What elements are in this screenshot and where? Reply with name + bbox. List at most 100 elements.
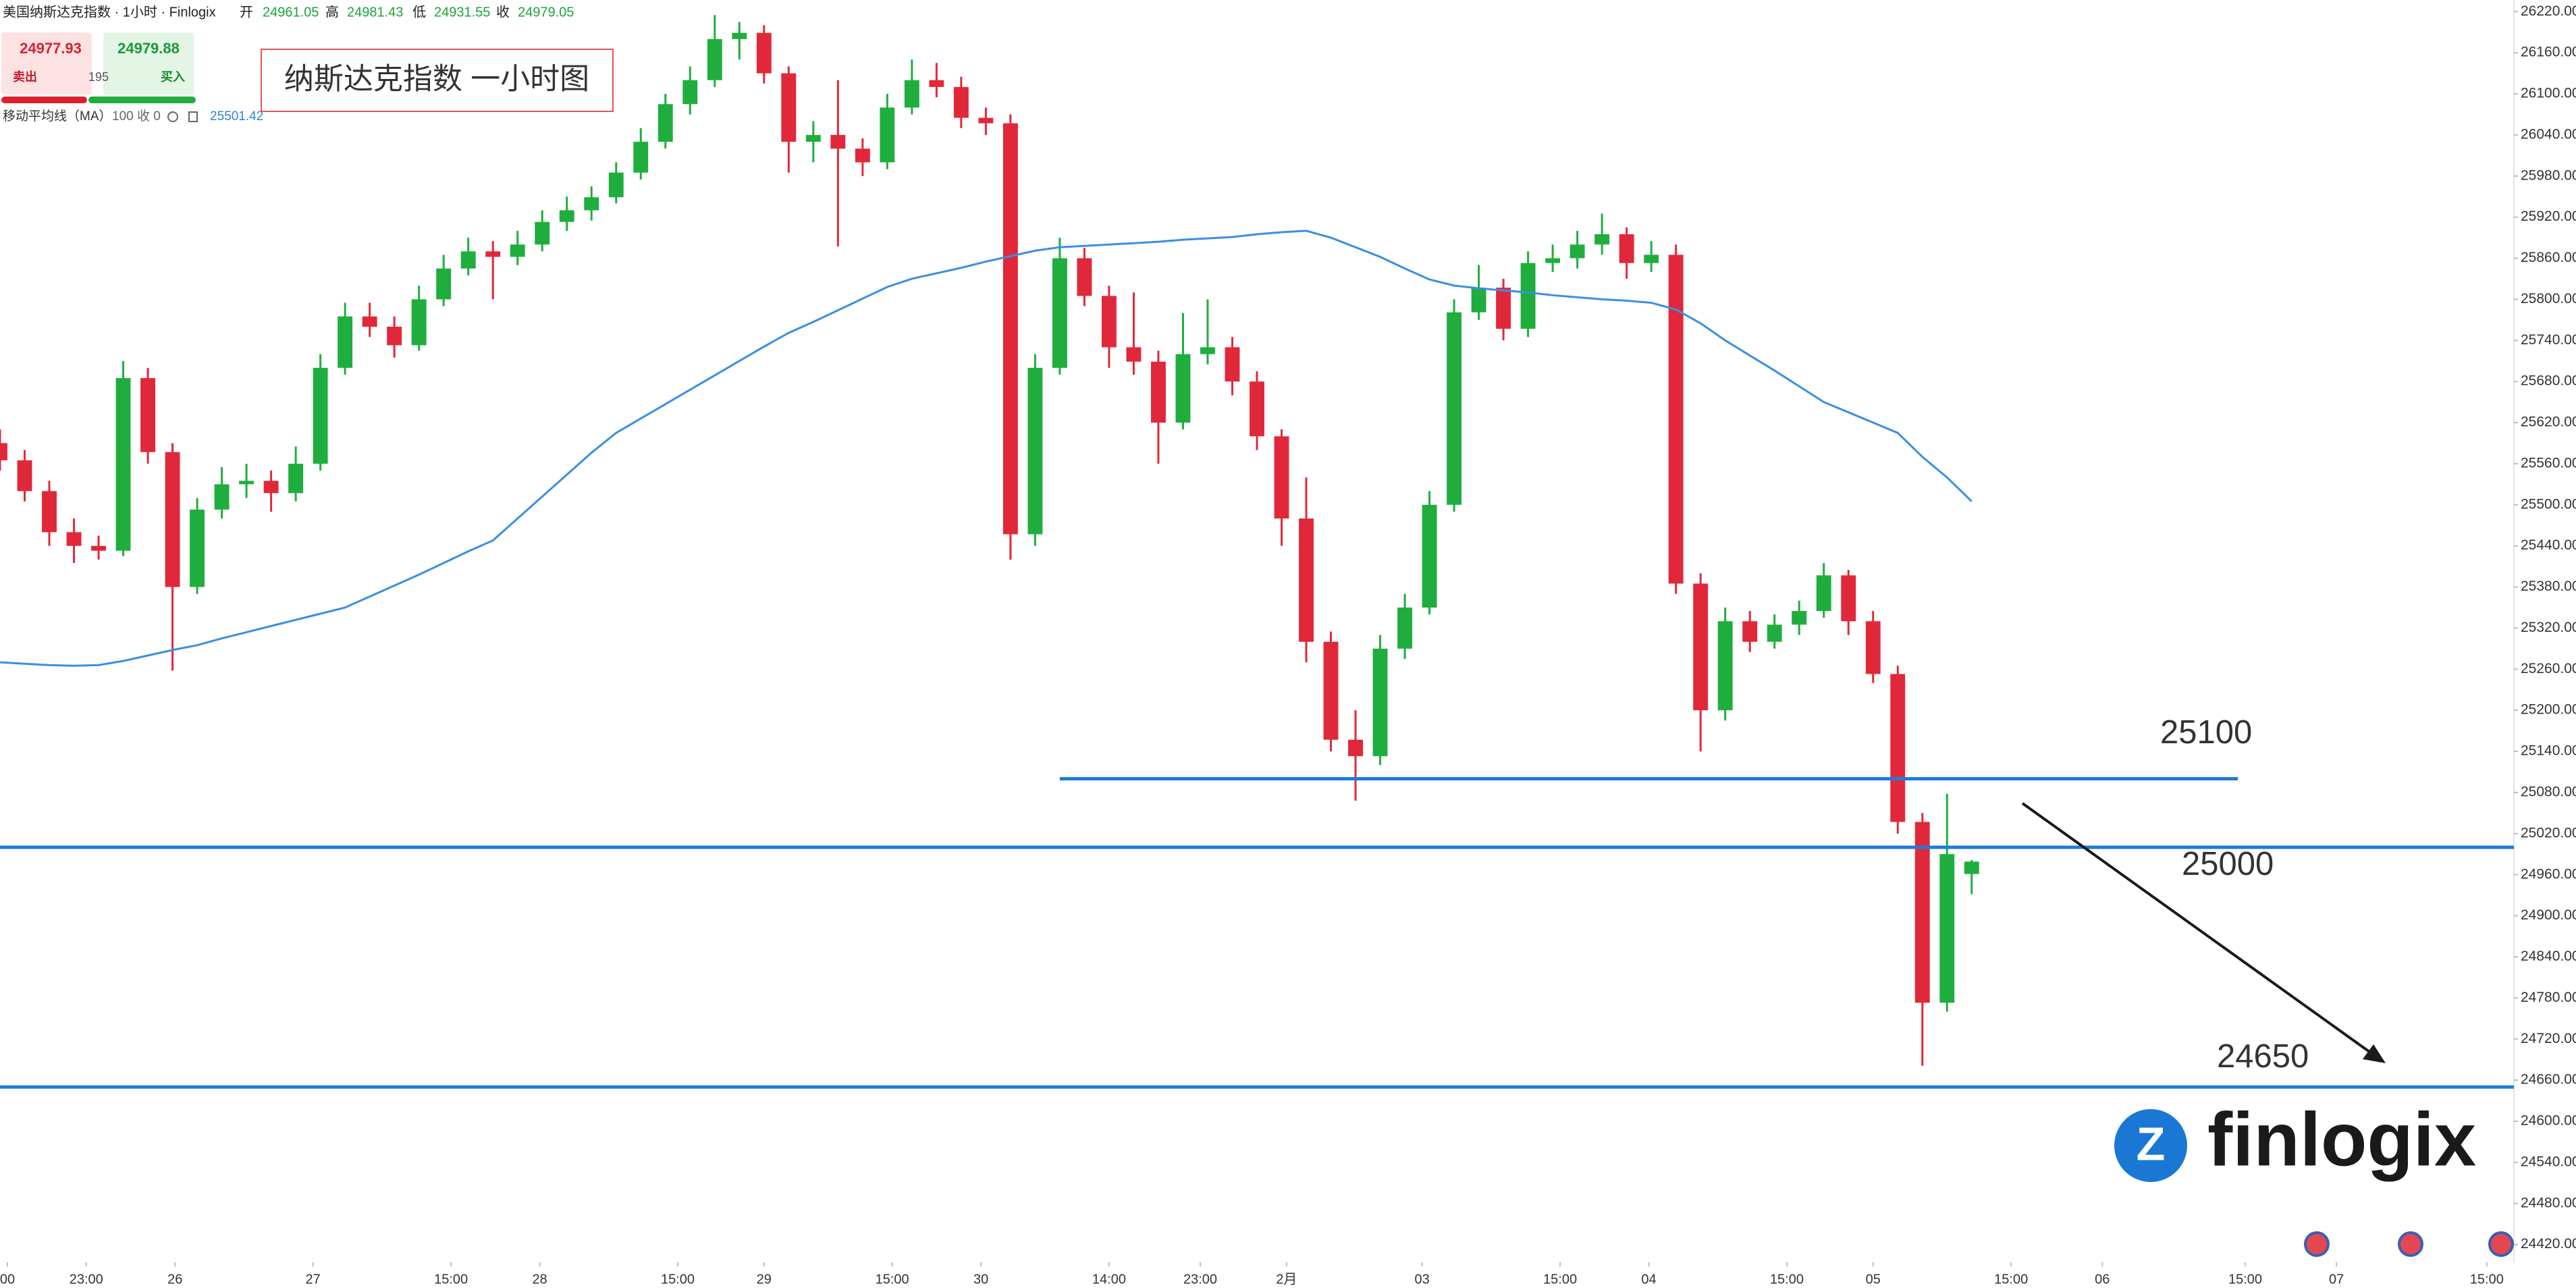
candle-body [263,481,279,493]
x-tick-label: 15:00 [1770,1272,1804,1287]
candle-body [140,378,156,452]
candle-body [0,443,7,460]
candle-body [411,299,427,346]
candle-body [42,491,57,533]
y-tick-label: 25440.00 [2521,537,2576,553]
candle-body [1372,648,1388,757]
x-tick-label: 04 [1641,1272,1656,1287]
x-tick-label: 15:00 [661,1272,695,1287]
candle-body [91,545,106,551]
y-tick-label: 26160.00 [2521,45,2576,60]
x-tick-label: 15:00 [434,1272,468,1287]
ma-last: 25501.42 [210,109,263,124]
candle-body [1792,611,1807,625]
buy-box[interactable] [103,32,194,95]
y-tick-label: 24960.00 [2521,866,2576,882]
moving-average-line [0,230,1973,667]
candle-body [1447,312,1462,505]
x-tick-label: 15:00 [2228,1272,2262,1287]
sell-box[interactable] [1,32,92,95]
ma-name: 移动平均线（MA） [3,109,112,124]
y-tick-label: 25140.00 [2521,743,2576,759]
candle-body [559,210,574,222]
candle-body [830,134,846,149]
candle-body [608,172,624,198]
candle-body [190,509,205,587]
candle-body [1865,621,1881,674]
candle-body [1274,436,1289,519]
y-tick-label: 24600.00 [2521,1113,2576,1129]
y-tick-label: 25800.00 [2521,291,2576,306]
level-label: 25100 [2160,714,2252,751]
y-tick-label: 25080.00 [2521,784,2576,799]
x-tick-label: 07 [2329,1272,2344,1287]
candle-body [165,452,180,587]
candle-body [1250,381,1264,437]
x-tick-label: 00 [0,1272,15,1287]
candle-body [1890,674,1906,822]
y-tick-label: 24900.00 [2521,907,2576,923]
candle-body [1668,254,1684,584]
y-tick-label: 25500.00 [2521,496,2576,512]
buy-price: 24979.88 [117,40,180,57]
candle-body [1422,504,1437,608]
chart-title: 纳斯达克指数 一小时图 [284,63,589,96]
candle-body [1742,621,1758,642]
candle-body [1175,354,1191,423]
candle-body [1225,347,1240,382]
sell-bar [1,97,87,103]
candle-body [904,80,919,108]
candle-body [1964,861,1979,874]
event-flag[interactable] [2398,1231,2423,1257]
x-tick-label: 15:00 [2470,1272,2504,1287]
ma-params: 100 收 0 [112,109,161,124]
close-value: 24979.05 [518,5,574,20]
sell-label: 卖出 [13,70,37,84]
low-value: 24931.55 [434,5,490,20]
candle-body [1569,244,1585,259]
instrument: 美国纳斯达克指数 · 1小时 · Finlogix [3,4,216,20]
logo-mark [2114,1109,2187,1182]
y-tick-label: 24660.00 [2521,1072,2576,1088]
candle-body [732,32,747,39]
candle-body [756,32,772,74]
candle-body [460,251,476,269]
event-flag[interactable] [2304,1231,2330,1257]
ma-visibility-icon[interactable] [167,111,178,122]
candle-body [1052,258,1067,368]
x-tick-label: 15:00 [1543,1272,1577,1287]
candle-body [510,244,525,257]
y-tick-label: 24420.00 [2521,1236,2576,1252]
high-value: 24981.43 [347,5,403,20]
candle-body [1644,254,1659,263]
x-tick-label: 26 [167,1272,182,1287]
candle-body [1397,607,1413,649]
y-tick-label: 24480.00 [2521,1195,2576,1210]
candle-body [1767,624,1782,642]
y-tick-label: 25980.00 [2521,167,2576,183]
candle-body [682,80,698,105]
x-tick-label: 03 [1414,1272,1429,1287]
event-flag[interactable] [2488,1231,2514,1257]
y-tick-label: 26220.00 [2521,3,2576,19]
candle-body [214,484,230,510]
y-tick-label: 25380.00 [2521,579,2576,594]
candle-body [1126,347,1142,362]
x-tick-label: 2月 [1276,1272,1297,1287]
candle-body [288,463,304,493]
candle-body [1471,288,1486,313]
y-tick-label: 24540.00 [2521,1154,2576,1169]
y-tick-label: 24780.00 [2521,990,2576,1005]
plot-area: 24420.00 24480.00 24540.00 24600.00 24660.00… [0,3,2576,1287]
candle-body [1151,361,1166,423]
candle-body [436,268,452,300]
y-tick-label: 24720.00 [2521,1031,2576,1046]
high-label: 高 [325,4,339,20]
logo-text: finlogix [2207,1098,2476,1182]
candle-body [1520,263,1536,329]
ma-delete-icon[interactable] [188,111,198,122]
x-tick-label: 14:00 [1092,1272,1126,1287]
open-value: 24961.05 [263,5,319,20]
